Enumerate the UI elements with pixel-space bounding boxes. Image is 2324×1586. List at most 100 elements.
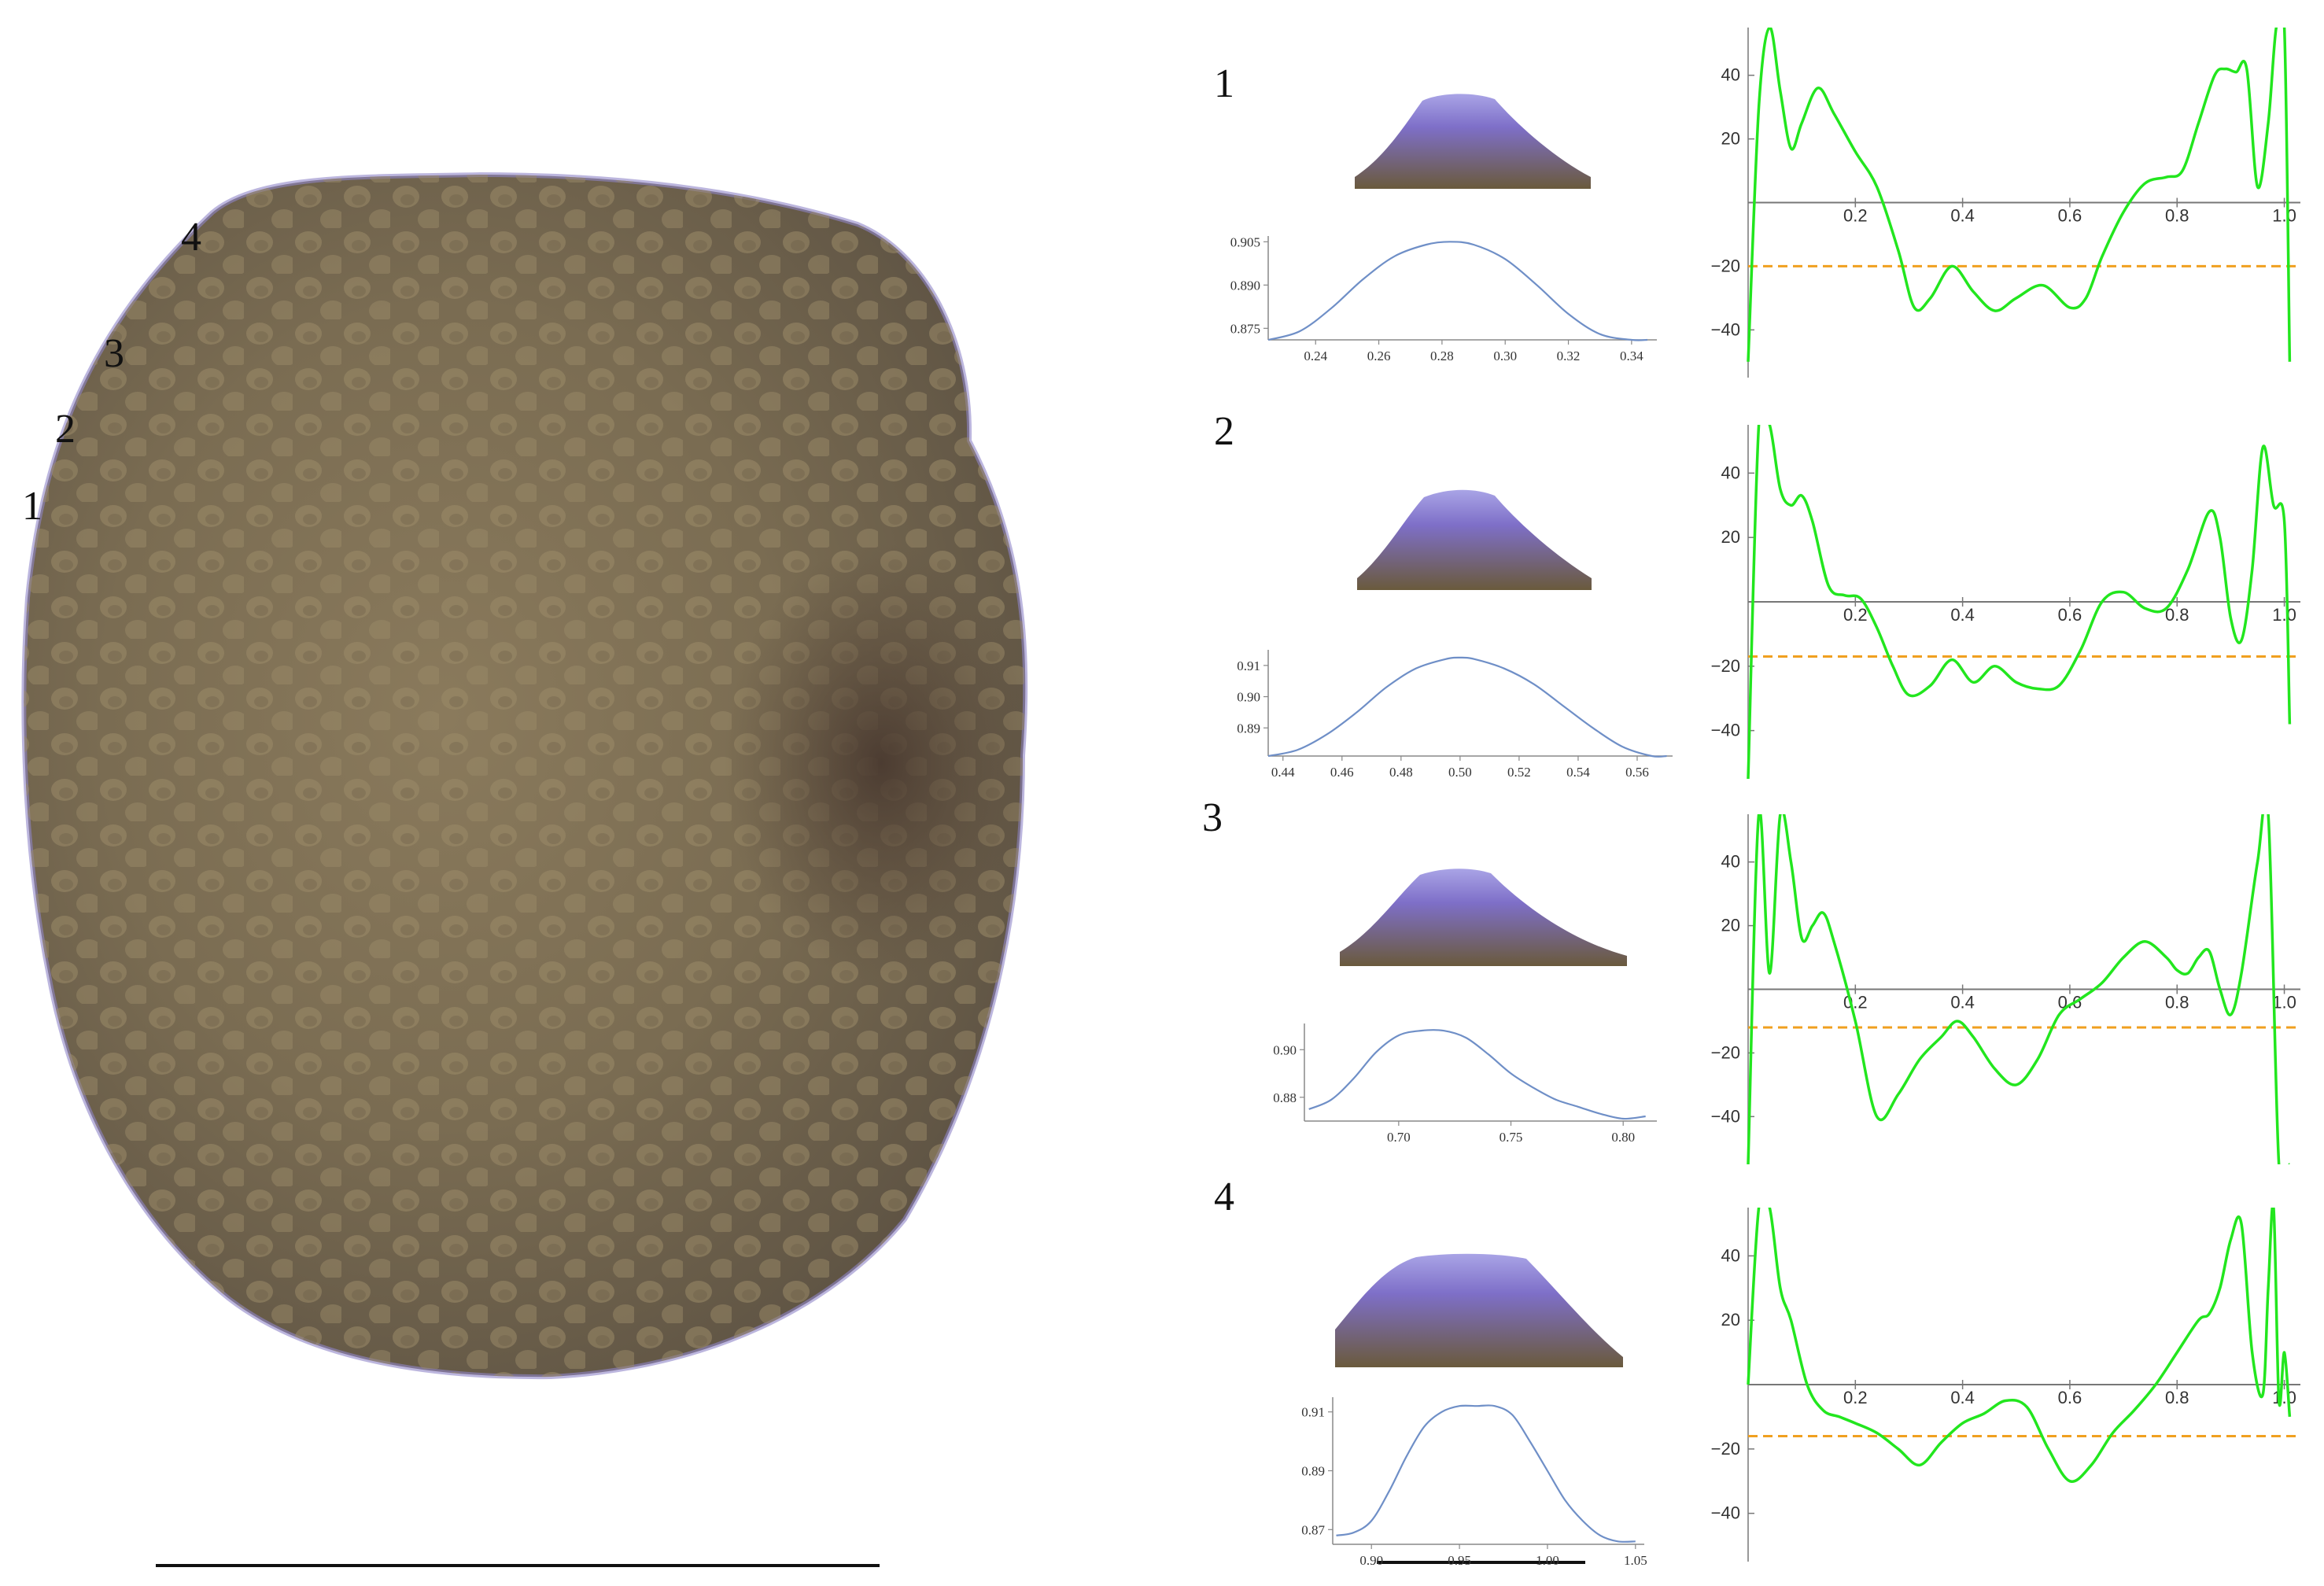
row-2-curvature-y-tick-label: −20: [1711, 656, 1740, 676]
pollen-grain-image: [21, 172, 1028, 1380]
row-1-curvature-y-tick-label: 20: [1721, 129, 1740, 149]
row-1-curvature-y-tick-label: −40: [1711, 319, 1740, 339]
row-3-profile-x-tick-label: 0.75: [1500, 1130, 1523, 1145]
row-2-profile-y-tick-label: 0.91: [1237, 658, 1260, 673]
row-2-profile-x-tick-label: 0.48: [1389, 765, 1413, 780]
row-2-profile-line: [1267, 656, 1667, 758]
row-1-profile-y-tick-label: 0.905: [1230, 234, 1260, 249]
row-3-curvature-y-tick-label: 20: [1721, 916, 1740, 935]
row-4-profile-x-tick-label: 0.90: [1359, 1553, 1383, 1568]
row-label-1: 1: [1214, 61, 1234, 106]
row-4-profile-chart: 0.90 0.95 1.00 1.05 0.87 0.89 0.91: [1301, 1397, 1647, 1568]
row-1-profile-line: [1267, 241, 1648, 341]
row-2-profile-x-tick-label: 0.46: [1330, 765, 1354, 780]
row-4-curvature-x-tick-label: 0.8: [2165, 1388, 2189, 1407]
row-3-curvature-x-tick-label: 0.2: [1843, 993, 1868, 1012]
point-label-3: 3: [104, 331, 124, 376]
point-label-2: 2: [55, 407, 76, 452]
row-2-profile-x-tick-label: 0.44: [1271, 765, 1295, 780]
row-2-curvature-x-tick-label: 1.0: [2272, 605, 2296, 625]
row-2-curvature-y-tick-label: 40: [1721, 463, 1740, 482]
row-2-curvature-x-tick-label: 0.8: [2165, 605, 2189, 625]
row-1-curvature-x-tick-label: 0.2: [1843, 206, 1868, 226]
row-label-4: 4: [1214, 1175, 1234, 1219]
cap-crops: [1335, 94, 1627, 1367]
row-1-profile-y-tick-label: 0.875: [1230, 321, 1260, 336]
row-3-curvature-x-tick-label: 1.0: [2272, 993, 2296, 1012]
row-4-curvature-x-tick-label: 1.0: [2272, 1388, 2296, 1407]
row-3-profile-chart: 0.70 0.75 0.80 0.88 0.90: [1273, 1024, 1657, 1145]
row-4-curvature-x-tick-label: 0.6: [2058, 1388, 2082, 1407]
row-1-curvature-x-tick-label: 0.6: [2058, 206, 2082, 226]
row-label-3: 3: [1202, 795, 1223, 840]
row-1-curvature-x-tick-label: 1.0: [2272, 206, 2296, 226]
point-labels: 1 2 3 4: [22, 215, 201, 529]
row-3-curvature-y-tick-label: −20: [1711, 1042, 1740, 1062]
row-3-curvature-line: [1747, 814, 2292, 1164]
row-4-profile-line: [1336, 1404, 1636, 1543]
row-3-profile-y-tick-label: 0.90: [1273, 1042, 1297, 1057]
row-3-curvature-x-tick-label: 0.6: [2058, 993, 2082, 1012]
row-1-profile-x-tick-label: 0.28: [1430, 349, 1454, 363]
row-4-curvature-y-tick-label: 40: [1721, 1245, 1740, 1265]
row-3-profile-x-tick-label: 0.70: [1387, 1130, 1411, 1145]
row-3-curvature-x-tick-label: 0.4: [1950, 993, 1975, 1012]
row-3-curvature-y-tick-label: 40: [1721, 852, 1740, 872]
row-labels: 1 2 3 4: [1202, 61, 1234, 1219]
point-label-1: 1: [22, 484, 42, 529]
cap-crop-4: [1335, 1253, 1623, 1367]
row-2-profile-x-tick-label: 0.56: [1625, 765, 1649, 780]
row-1-curvature-y-tick-label: −20: [1711, 256, 1740, 275]
row-4-profile-x-tick-label: 1.00: [1536, 1553, 1559, 1568]
row-2-profile-chart: 0.44 0.46 0.48 0.50 0.52 0.54 0.56 0.89 0.90 0.91: [1237, 650, 1673, 780]
row-2-curvature-line: [1747, 425, 2292, 779]
row-4-curvature-line: [1747, 1208, 2292, 1483]
row-4-curvature-chart: 0.2 0.4 0.6 0.8 1.0 40 20 −20 −40: [1711, 1208, 2300, 1562]
row-3-curvature-chart: 0.2 0.4 0.6 0.8 1.0 40 20 −20 −40: [1711, 814, 2300, 1164]
row-1-profile-y-tick-label: 0.890: [1230, 278, 1260, 293]
porus-shadow: [724, 543, 1026, 983]
row-1-profile-x-tick-label: 0.30: [1493, 349, 1517, 363]
row-2-profile-x-tick-label: 0.50: [1448, 765, 1472, 780]
point-label-4: 4: [181, 215, 201, 260]
row-3-profile-y-tick-label: 0.88: [1273, 1090, 1297, 1105]
row-1-curvature-x-tick-label: 0.8: [2165, 206, 2189, 226]
row-1-profile-x-tick-label: 0.34: [1620, 349, 1643, 363]
row-4-curvature-y-tick-label: −40: [1711, 1503, 1740, 1523]
row-4-curvature-x-tick-label: 0.2: [1843, 1388, 1868, 1407]
row-2-curvature-y-tick-label: −40: [1711, 721, 1740, 740]
row-1-profile-x-tick-label: 0.24: [1304, 349, 1327, 363]
row-1-curvature-line: [1747, 28, 2292, 362]
row-2-profile-x-tick-label: 0.54: [1566, 765, 1590, 780]
row-4-curvature-y-tick-label: −20: [1711, 1439, 1740, 1459]
row-1-curvature-x-tick-label: 0.4: [1950, 206, 1975, 226]
row-2-curvature-x-tick-label: 0.6: [2058, 605, 2082, 625]
row-2-curvature-chart: 0.2 0.4 0.6 0.8 1.0 40 20 −20 −40: [1711, 425, 2300, 779]
row-1-profile-x-tick-label: 0.26: [1367, 349, 1391, 363]
row-2-profile-y-tick-label: 0.90: [1237, 690, 1260, 705]
row-2-curvature-y-tick-label: 20: [1721, 527, 1740, 547]
row-3-profile-x-tick-label: 0.80: [1611, 1130, 1635, 1145]
row-4-profile-y-tick-label: 0.91: [1301, 1405, 1325, 1420]
cap-crop-1: [1355, 94, 1591, 189]
cap-crop-3: [1340, 869, 1627, 966]
row-3-profile-line: [1308, 1029, 1646, 1120]
row-4-profile-x-tick-label: 0.95: [1448, 1553, 1471, 1568]
row-2-curvature-x-tick-label: 0.4: [1950, 605, 1975, 625]
row-4-profile-x-tick-label: 1.05: [1624, 1553, 1647, 1568]
row-3-curvature-x-tick-label: 0.8: [2165, 993, 2189, 1012]
row-label-2: 2: [1214, 409, 1234, 454]
row-3-curvature-y-tick-label: −40: [1711, 1106, 1740, 1126]
row-2-profile-y-tick-label: 0.89: [1237, 721, 1260, 736]
cap-crop-2: [1357, 489, 1592, 590]
row-2-profile-x-tick-label: 0.52: [1507, 765, 1531, 780]
row-1-profile-x-tick-label: 0.32: [1557, 349, 1581, 363]
row-4-profile-y-tick-label: 0.87: [1301, 1522, 1325, 1537]
row-4-curvature-y-tick-label: 20: [1721, 1310, 1740, 1330]
row-1-profile-chart: 0.24 0.26 0.28 0.30 0.32 0.34 0.875 0.890 0.905: [1230, 234, 1657, 363]
row-2-curvature-x-tick-label: 0.2: [1843, 605, 1868, 625]
charts: 0.24 0.26 0.28 0.30 0.32 0.340.8750.8900.9050…: [1230, 28, 2300, 1568]
row-4-profile-y-tick-label: 0.89: [1301, 1464, 1325, 1479]
row-1-curvature-chart: 0.2 0.4 0.6 0.8 1.0 40 20 −20 −40: [1711, 28, 2300, 378]
